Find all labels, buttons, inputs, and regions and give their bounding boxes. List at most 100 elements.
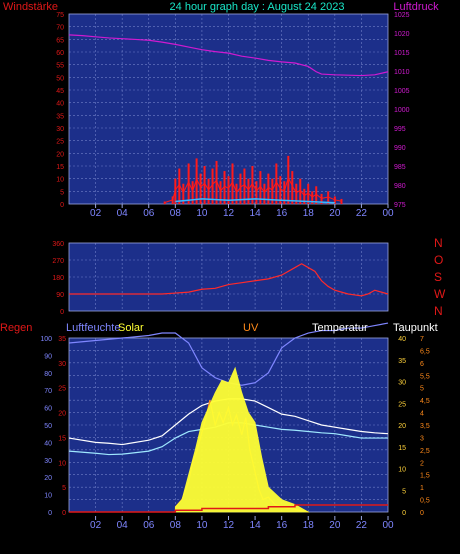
- wind-baseline-line: [175, 198, 335, 204]
- pressure-tick-label: 1020: [394, 31, 410, 38]
- pressure-tick-label: 985: [394, 164, 406, 171]
- uv-tick-label: 5,5: [420, 373, 430, 380]
- x-tick-label: 02: [90, 208, 102, 219]
- uv-tick-label: 6,5: [420, 348, 430, 355]
- plot-border: [68, 242, 389, 312]
- compass-tick-label: N: [434, 236, 443, 250]
- wind-tick-label: 0: [60, 202, 64, 209]
- wind-tick-label: 40: [56, 101, 64, 108]
- humidity-tick-label: 15: [58, 435, 66, 442]
- wind-tick-label: 50: [56, 75, 64, 82]
- dewpoint-label: Taupunkt: [393, 322, 438, 334]
- uv-tick-label: 1,5: [420, 473, 430, 480]
- x-tick-label: 04: [117, 208, 129, 219]
- uv-tick-label: 7: [420, 336, 424, 343]
- uv-tick-label: 3: [420, 435, 424, 442]
- x-tick-label: 14: [250, 520, 262, 531]
- x-tick-label: 10: [196, 208, 208, 219]
- compass-tick-label: W: [434, 287, 446, 301]
- temp-tick-label: 5: [402, 488, 406, 495]
- pressure-line: [68, 34, 389, 77]
- uv-tick-label: 4: [420, 411, 424, 418]
- compass-tick-label: S: [434, 270, 442, 284]
- uv-tick-label: 4,5: [420, 398, 430, 405]
- gridlines: [68, 13, 389, 513]
- humidity-tick-label: 20: [58, 411, 66, 418]
- uv-tick-label: 6: [420, 361, 424, 368]
- x-tick-label: 22: [356, 520, 368, 531]
- x-tick-label: 16: [276, 520, 288, 531]
- x-tick-label: 16: [276, 208, 288, 219]
- wind-tick-label: 10: [56, 177, 64, 184]
- x-tick-label: 06: [143, 520, 155, 531]
- uv-tick-label: 0,5: [420, 498, 430, 505]
- rain-tick-label: 10: [44, 493, 52, 500]
- x-tick-label: 08: [170, 520, 182, 531]
- pressure-tick-label: 1005: [394, 88, 410, 95]
- x-tick-label: 20: [329, 520, 341, 531]
- humidity-tick-label: 5: [62, 485, 66, 492]
- uv-tick-label: 5: [420, 386, 424, 393]
- pressure-tick-label: 975: [394, 202, 406, 209]
- temp-tick-label: 0: [402, 510, 406, 517]
- pressure-axis-label: Luftdruck: [393, 1, 439, 13]
- x-tick-label: 00: [382, 208, 394, 219]
- pressure-tick-label: 990: [394, 145, 406, 152]
- rain-tick-label: 50: [44, 423, 52, 430]
- temp-tick-label: 15: [398, 445, 406, 452]
- pressure-tick-label: 1015: [394, 50, 410, 57]
- wind-pressure-plot-area: [69, 14, 388, 204]
- rain-tick-label: 40: [44, 440, 52, 447]
- humidity-axis-label: Luftfeuchte: [66, 322, 120, 334]
- direction-tick-label: 0: [60, 309, 64, 316]
- wind-tick-label: 55: [56, 63, 64, 70]
- wind-tick-label: 15: [56, 164, 64, 171]
- humidity-tick-label: 25: [58, 386, 66, 393]
- uv-tick-label: 0: [420, 510, 424, 517]
- rain-axis-label: Regen: [0, 322, 32, 334]
- pressure-tick-label: 1000: [394, 107, 410, 114]
- pressure-tick-label: 1010: [394, 69, 410, 76]
- rain-tick-label: 100: [40, 336, 52, 343]
- wind-tick-label: 65: [56, 37, 64, 44]
- rain-tick-label: 80: [44, 371, 52, 378]
- x-tick-label: 08: [170, 208, 182, 219]
- temperature-label: Temperatur: [312, 322, 368, 334]
- x-tick-label: 02: [90, 520, 102, 531]
- humidity-tick-label: 30: [58, 361, 66, 368]
- solar-area: [174, 366, 310, 513]
- x-tick-label: 18: [303, 520, 315, 531]
- compass-tick-label: N: [434, 304, 443, 318]
- humidity-tick-label: 0: [62, 510, 66, 517]
- direction-tick-label: 360: [52, 241, 64, 248]
- solar-label: Solar: [118, 322, 144, 334]
- rain-tick-label: 90: [44, 353, 52, 360]
- uv-tick-label: 2: [420, 460, 424, 467]
- rain-tick-label: 70: [44, 388, 52, 395]
- pressure-tick-label: 980: [394, 183, 406, 190]
- direction-tick-label: 90: [56, 292, 64, 299]
- wind-tick-label: 5: [60, 189, 64, 196]
- x-tick-label: 22: [356, 208, 368, 219]
- x-tick-label: 12: [223, 208, 235, 219]
- x-tick-label: 06: [143, 208, 155, 219]
- compass-tick-label: O: [434, 253, 443, 267]
- rain-tick-label: 0: [48, 510, 52, 517]
- wind-axis-label: Windstärke: [3, 1, 58, 13]
- wind-tick-label: 35: [56, 113, 64, 120]
- x-tick-label: 04: [117, 520, 129, 531]
- humidity-tick-label: 10: [58, 460, 66, 467]
- temp-tick-label: 20: [398, 423, 406, 430]
- wind-direction-line: [69, 263, 389, 297]
- uv-tick-label: 3,5: [420, 423, 430, 430]
- wind-tick-label: 70: [56, 25, 64, 32]
- rain-tick-label: 20: [44, 475, 52, 482]
- x-tick-label: 10: [196, 520, 208, 531]
- wind-tick-label: 30: [56, 126, 64, 133]
- rain-tick-label: 60: [44, 406, 52, 413]
- x-tick-label: 12: [223, 520, 235, 531]
- humidity-tick-label: 35: [58, 336, 66, 343]
- wind-tick-label: 60: [56, 50, 64, 57]
